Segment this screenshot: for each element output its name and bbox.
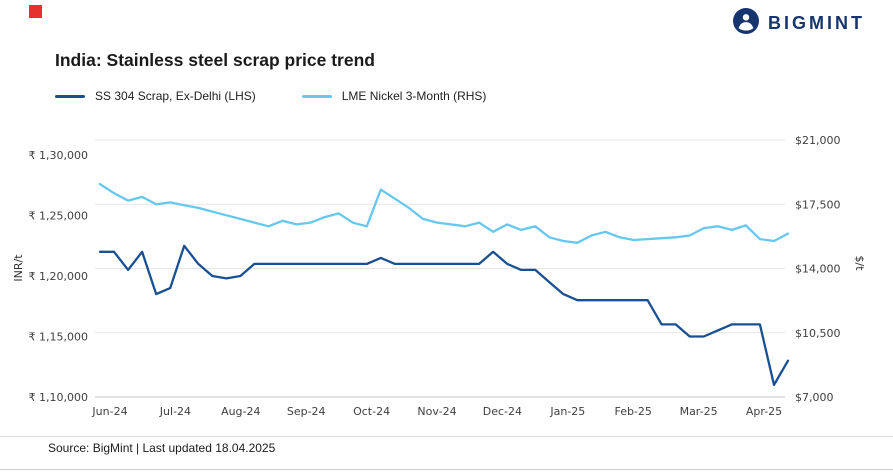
legend: SS 304 Scrap, Ex-Delhi (LHS) LME Nickel … — [55, 89, 486, 103]
bottom-border — [0, 469, 893, 470]
legend-swatch-ss304 — [55, 94, 85, 98]
svg-text:Dec-24: Dec-24 — [483, 405, 522, 418]
legend-label-lme-nickel: LME Nickel 3-Month (RHS) — [341, 89, 487, 103]
bigmint-logo-text: BIGMINT — [768, 13, 865, 33]
svg-text:₹ 1,30,000: ₹ 1,30,000 — [29, 149, 88, 162]
svg-text:Aug-24: Aug-24 — [221, 405, 260, 418]
legend-item-lme-nickel: LME Nickel 3-Month (RHS) — [301, 89, 487, 103]
svg-text:₹ 1,10,000: ₹ 1,10,000 — [29, 391, 88, 404]
svg-text:$21,000: $21,000 — [795, 134, 841, 147]
svg-text:Jul-24: Jul-24 — [159, 405, 191, 418]
legend-label-ss304: SS 304 Scrap, Ex-Delhi (LHS) — [95, 89, 256, 103]
svg-text:Oct-24: Oct-24 — [353, 405, 390, 418]
bigmint-logo-icon — [732, 7, 760, 40]
svg-text:Mar-25: Mar-25 — [680, 405, 718, 418]
svg-text:₹ 1,25,000: ₹ 1,25,000 — [29, 210, 88, 223]
svg-text:Sep-24: Sep-24 — [287, 405, 326, 418]
svg-text:Jan-25: Jan-25 — [549, 405, 585, 418]
svg-text:₹ 1,15,000: ₹ 1,15,000 — [29, 331, 88, 344]
legend-item-ss304: SS 304 Scrap, Ex-Delhi (LHS) — [55, 89, 256, 103]
svg-text:Nov-24: Nov-24 — [417, 405, 456, 418]
source-note: Source: BigMint | Last updated 18.04.202… — [48, 441, 276, 455]
svg-text:₹ 1,20,000: ₹ 1,20,000 — [29, 270, 88, 283]
svg-text:Jun-24: Jun-24 — [91, 405, 127, 418]
svg-text:$10,500: $10,500 — [795, 327, 841, 340]
svg-text:$7,000: $7,000 — [795, 391, 834, 404]
footer-divider — [0, 436, 893, 437]
svg-text:$/t: $/t — [853, 255, 866, 271]
svg-text:$14,000: $14,000 — [795, 263, 841, 276]
legend-swatch-lme-nickel — [301, 94, 332, 98]
page-title: India: Stainless steel scrap price trend — [55, 50, 375, 70]
svg-text:$17,500: $17,500 — [795, 198, 841, 211]
svg-text:Feb-25: Feb-25 — [614, 405, 651, 418]
bigmint-logo: BIGMINT — [732, 7, 865, 40]
brand-accent-square — [29, 5, 42, 18]
svg-text:INR/t: INR/t — [12, 254, 25, 282]
svg-text:Apr-25: Apr-25 — [746, 405, 782, 418]
